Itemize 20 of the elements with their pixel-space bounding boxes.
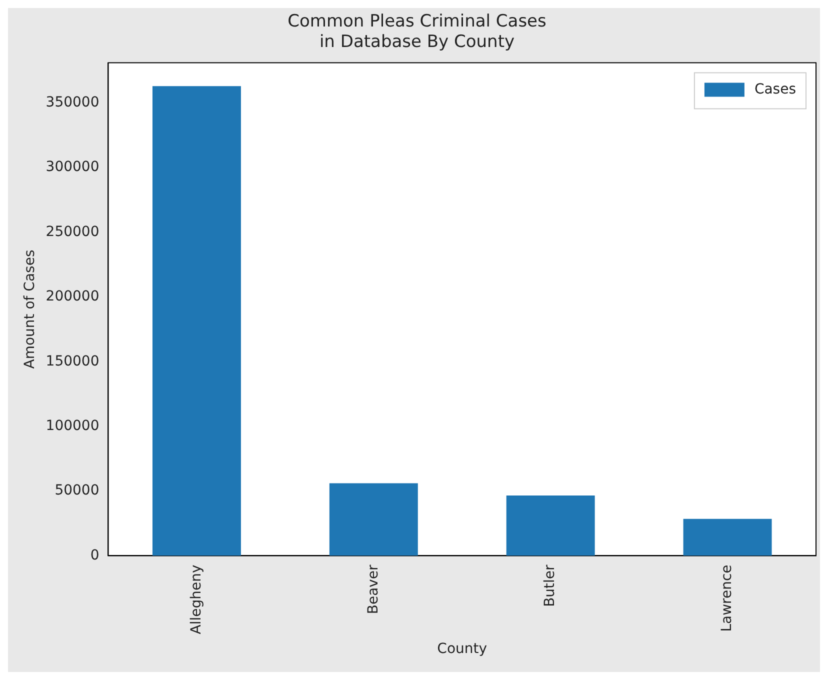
- bar: [683, 518, 772, 556]
- chart-title: Common Pleas Criminal Cases in Database By County: [288, 12, 547, 52]
- y-tick-label: 350000: [46, 94, 100, 111]
- bar: [506, 496, 595, 556]
- y-axis-title: Amount of Cases: [22, 250, 38, 369]
- y-tick-label: 200000: [46, 288, 100, 305]
- y-tick-label: 100000: [46, 418, 100, 434]
- bar: [152, 86, 241, 556]
- y-tick-label: 0: [90, 547, 100, 564]
- y-tick-label: 50000: [54, 482, 100, 499]
- bar: [329, 483, 418, 556]
- x-tick-label: Allegheny: [188, 564, 204, 634]
- x-tick-label: Beaver: [365, 564, 382, 614]
- y-tick-label: 300000: [46, 159, 100, 176]
- y-tick-label: 150000: [46, 353, 100, 370]
- x-tick-label: Lawrence: [719, 564, 736, 632]
- x-tick-label: Butler: [542, 564, 558, 607]
- legend-label: Cases: [754, 81, 796, 98]
- x-axis-title: County: [437, 641, 488, 658]
- y-tick-label: 250000: [46, 224, 100, 240]
